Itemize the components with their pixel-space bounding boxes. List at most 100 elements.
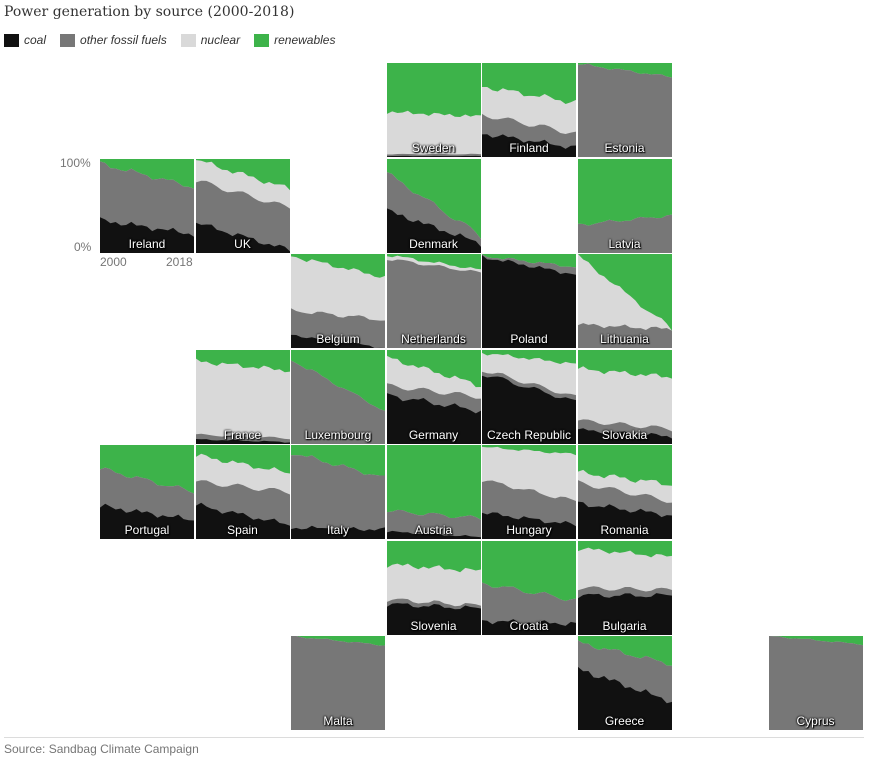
country-label: Sweden: [411, 141, 456, 155]
area-coal: [482, 512, 576, 539]
area-coal: [100, 503, 194, 539]
tile-area-chart: [100, 158, 194, 253]
tile-romania: Romania: [577, 445, 672, 539]
country-label: Czech Republic: [486, 427, 572, 442]
area-other-fossil: [386, 259, 481, 348]
tile-area-chart: [195, 349, 290, 444]
legend-item-other-fossil: other fossil fuels: [60, 33, 167, 47]
area-other-fossil: [577, 323, 672, 348]
country-label: Portugal: [124, 523, 170, 537]
country-label: Netherlands: [401, 332, 466, 346]
country-label: Greece: [604, 714, 645, 728]
area-coal: [577, 427, 672, 444]
area-coal: [482, 255, 576, 348]
area-coal: [577, 592, 672, 635]
legend-swatch-coal: [4, 33, 19, 47]
country-label: Hungary: [506, 523, 552, 537]
tile-finland: Finland: [482, 63, 576, 157]
country-label: Slovenia: [410, 618, 457, 633]
tile-hungary: Hungary: [482, 445, 576, 539]
tile-area-chart: [577, 445, 672, 539]
tile-belgium: Belgium: [291, 254, 385, 348]
country-label: UK: [234, 236, 251, 251]
area-coal: [291, 525, 385, 539]
tile-area-chart: [291, 254, 385, 348]
tile-area-chart: [482, 254, 576, 348]
tile-area-chart: [768, 636, 863, 730]
country-label: Slovakia: [601, 427, 648, 442]
country-label: Malta: [323, 714, 353, 728]
tile-netherlands: Netherlands: [386, 254, 481, 348]
tile-greece: Greece: [577, 636, 672, 730]
legend-item-renewables: renewables: [254, 33, 335, 47]
area-other-fossil: [577, 63, 672, 157]
country-label: Belgium: [316, 332, 360, 346]
tile-latvia: Latvia: [577, 158, 672, 253]
country-label: Poland: [510, 332, 548, 346]
y-axis-top-label: 100%: [60, 156, 91, 170]
area-other-fossil: [768, 636, 863, 730]
country-label: Ireland: [128, 236, 166, 251]
tile-denmark: Denmark: [386, 158, 481, 253]
tile-area-chart: [482, 445, 576, 539]
area-coal: [482, 134, 576, 157]
country-label: France: [223, 427, 262, 442]
area-coal: [482, 375, 576, 444]
country-label: Lithuania: [600, 332, 649, 346]
country-label: Estonia: [604, 141, 645, 155]
area-coal: [577, 501, 672, 539]
tile-austria: Austria: [386, 445, 481, 539]
country-label: Spain: [227, 523, 258, 537]
tile-area-chart: [577, 540, 672, 635]
area-coal: [386, 530, 481, 539]
tile-lithuania: Lithuania: [577, 254, 672, 348]
tile-germany: Germany: [386, 349, 481, 444]
area-coal: [195, 222, 290, 253]
country-label: Croatia: [509, 618, 549, 633]
tile-france: France: [195, 349, 290, 444]
legend-item-coal: coal: [4, 33, 46, 47]
area-coal: [386, 602, 481, 635]
tile-area-chart: [291, 445, 385, 539]
tile-sweden: Sweden: [386, 63, 481, 157]
tile-malta: Malta: [291, 636, 385, 730]
x-axis-end-label: 2018: [166, 255, 193, 269]
tile-area-chart: [386, 63, 481, 157]
area-other-fossil: [386, 509, 481, 539]
tile-area-chart: [386, 254, 481, 348]
tile-area-chart: [577, 254, 672, 348]
legend-label-renewables: renewables: [274, 33, 336, 47]
area-coal: [291, 334, 385, 348]
tile-area-chart: [482, 540, 576, 635]
tile-area-chart: [291, 349, 385, 444]
country-label: Romania: [600, 523, 649, 537]
legend-label-other-fossil: other fossil fuels: [80, 33, 167, 47]
chart-title: Power generation by source (2000-2018): [4, 4, 295, 20]
tile-portugal: Portugal: [100, 445, 194, 539]
area-coal: [386, 207, 481, 253]
area-coal: [482, 618, 576, 635]
country-label: Austria: [414, 523, 453, 537]
tile-area-chart: [195, 445, 290, 539]
area-other-fossil: [291, 455, 385, 539]
area-nuclear: [386, 110, 481, 157]
tile-area-chart: [482, 63, 576, 157]
area-nuclear: [577, 254, 672, 348]
area-other-fossil: [291, 359, 385, 444]
tile-bulgaria: Bulgaria: [577, 540, 672, 635]
tile-luxembourg: Luxembourg: [291, 349, 385, 444]
tile-poland: Poland: [482, 254, 576, 348]
country-label: Latvia: [608, 236, 641, 251]
tile-area-chart: [577, 349, 672, 444]
tile-uk: UK: [195, 158, 290, 253]
area-coal: [195, 502, 290, 539]
country-label: Italy: [326, 523, 349, 537]
country-label: Finland: [509, 141, 549, 155]
tile-area-chart: [577, 158, 672, 253]
tile-area-chart: [291, 636, 385, 730]
tile-area-chart: [482, 349, 576, 444]
area-other-fossil: [291, 636, 385, 730]
area-coal: [386, 392, 481, 444]
tile-slovenia: Slovenia: [386, 540, 481, 635]
country-label: Cyprus: [796, 714, 835, 728]
